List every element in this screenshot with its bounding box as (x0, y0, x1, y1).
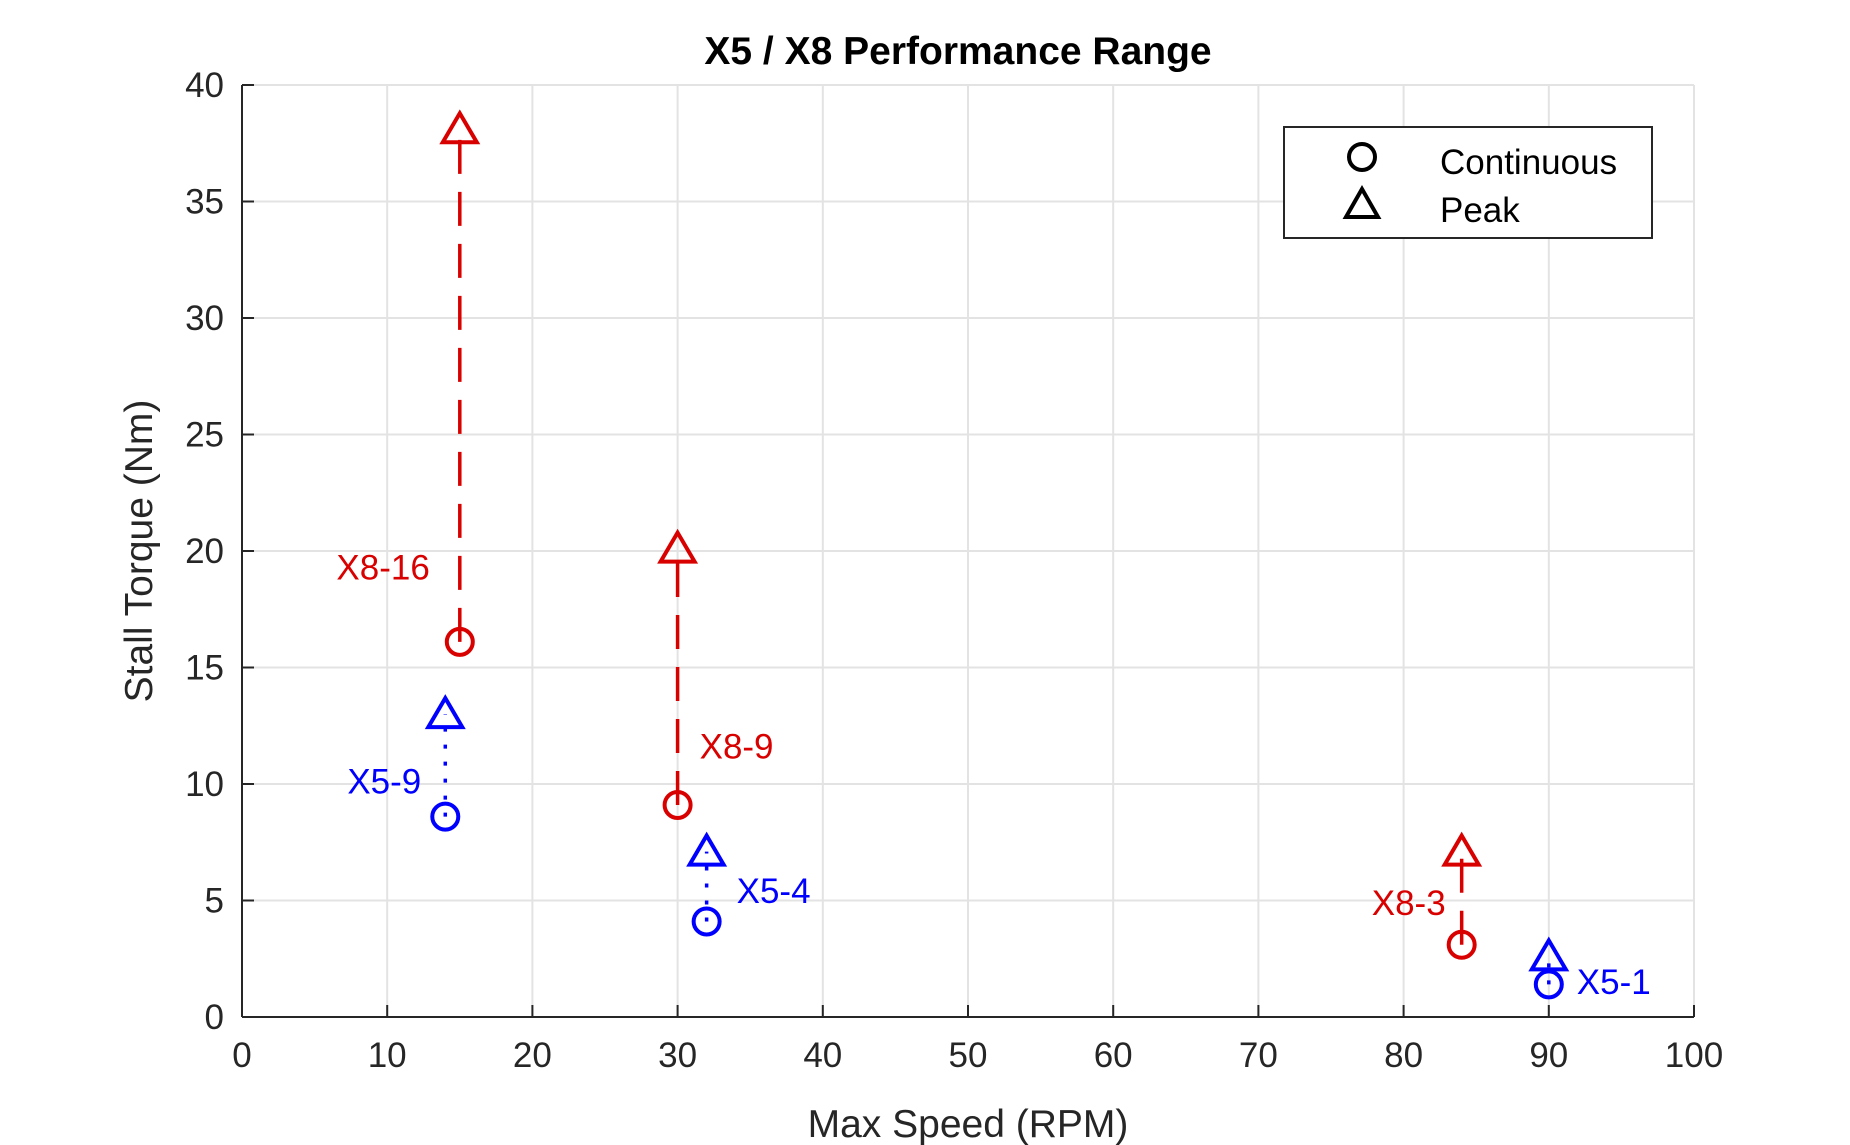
x-tick-label: 80 (1384, 1036, 1423, 1075)
y-tick-label: 30 (185, 299, 224, 338)
x-tick-label: 30 (658, 1036, 697, 1075)
legend-label-continuous: Continuous (1440, 143, 1617, 182)
legend-triangle-marker (1342, 184, 1382, 219)
legend-circle-marker (1347, 142, 1377, 172)
x-tick-label: 100 (1665, 1036, 1723, 1075)
y-tick-label: 40 (185, 66, 224, 105)
peak-marker (1528, 936, 1570, 972)
point-label: X8-3 (1372, 884, 1446, 923)
axes: 0 10 20 30 40 50 60 70 80 90 100 0 5 10 15 20 25 30 35 40 (185, 66, 1723, 1075)
peak-marker (1441, 831, 1483, 867)
x-tick-label: 60 (1094, 1036, 1133, 1075)
point-label: X8-9 (700, 728, 774, 767)
y-tick-label: 0 (205, 998, 224, 1037)
continuous-marker (430, 801, 461, 832)
y-tick-label: 15 (185, 649, 224, 688)
y-tick-label: 25 (185, 416, 224, 455)
continuous-marker (1446, 929, 1477, 960)
y-axis-label: Stall Torque (Nm) (118, 400, 161, 703)
y-tick-label: 10 (185, 765, 224, 804)
x-tick-label: 0 (232, 1036, 251, 1075)
peak-marker (657, 528, 699, 564)
x-tick-label: 40 (803, 1036, 842, 1075)
legend-label-peak: Peak (1440, 191, 1520, 230)
data-marks: X8-16 X8-9 X8-3 X5-9 X5-4 X5-1 (336, 109, 1651, 1002)
x-tick-label: 20 (513, 1036, 552, 1075)
x-tick-label: 50 (949, 1036, 988, 1075)
peak-marker (424, 694, 466, 730)
x-tick-label: 90 (1529, 1036, 1568, 1075)
legend-box (1283, 126, 1653, 239)
peak-marker (439, 109, 481, 145)
continuous-marker (662, 789, 693, 820)
chart-title: X5 / X8 Performance Range (704, 30, 1211, 73)
point-label: X5-1 (1577, 963, 1651, 1002)
x-tick-label: 10 (368, 1036, 407, 1075)
peak-marker (686, 831, 728, 867)
x-axis-label: Max Speed (RPM) (808, 1103, 1129, 1145)
point-label: X8-16 (336, 548, 429, 587)
y-tick-label: 20 (185, 532, 224, 571)
continuous-marker (691, 906, 722, 937)
y-tick-label: 35 (185, 183, 224, 222)
y-tick-label: 5 (205, 882, 224, 921)
x-tick-label: 70 (1239, 1036, 1278, 1075)
legend: Continuous Peak (1283, 126, 1653, 239)
grid (241, 84, 1695, 1018)
point-label: X5-9 (347, 763, 421, 802)
continuous-marker (444, 626, 475, 657)
point-label: X5-4 (737, 872, 811, 911)
